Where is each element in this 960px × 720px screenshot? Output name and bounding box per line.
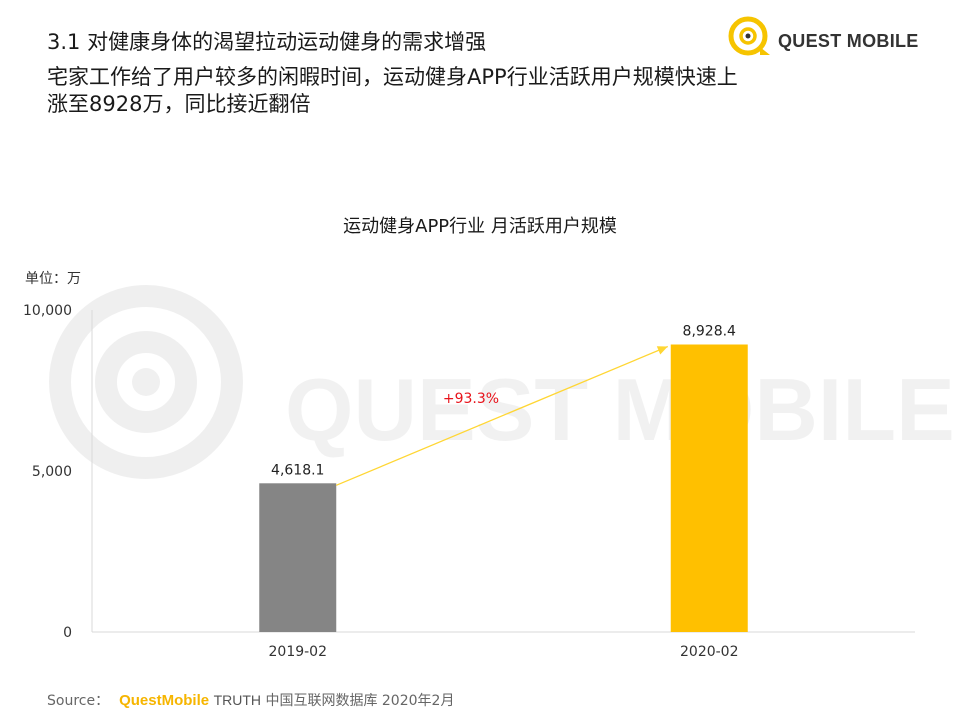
y-tick-label: 0 [63, 625, 72, 641]
source-line: Source： QuestMobile TRUTH 中国互联网数据库 2020年2… [47, 690, 454, 710]
data-label: 4,618.1 [271, 462, 324, 478]
source-label: Source： [47, 693, 110, 709]
headline: 宅家工作给了用户较多的闲暇时间，运动健身APP行业活跃用户规模快速上涨至8928… [47, 65, 738, 116]
source-brand-suffix: TRUTH [213, 692, 261, 708]
y-tick-label: 5,000 [32, 464, 72, 480]
data-label: 8,928.4 [683, 324, 737, 340]
bar-chart: 0 5,000 10,000 4,618.1 2019-02 8,928.4 2020-02… [23, 303, 915, 660]
bar [259, 483, 337, 632]
unit-label: 单位：万 [25, 271, 81, 287]
source-brand: QuestMobile [119, 692, 210, 709]
bar [670, 344, 748, 632]
growth-arrow-line [335, 345, 669, 486]
x-tick-label: 2020-02 [680, 644, 739, 660]
questmobile-logo: QUEST MOBILE [726, 14, 926, 58]
growth-arrow-head [656, 346, 668, 355]
questmobile-logo-icon [728, 16, 770, 56]
chart-title: 运动健身APP行业 月活跃用户规模 [343, 216, 617, 237]
section-title: 3.1 对健康身体的渴望拉动运动健身的需求增强 [47, 30, 487, 54]
source-rest: 中国互联网数据库 2020年2月 [265, 693, 455, 709]
logo-text: QUEST MOBILE [778, 31, 919, 51]
growth-annotation: +93.3% [443, 391, 499, 407]
y-tick-label: 10,000 [23, 303, 72, 319]
x-tick-label: 2019-02 [269, 644, 328, 660]
